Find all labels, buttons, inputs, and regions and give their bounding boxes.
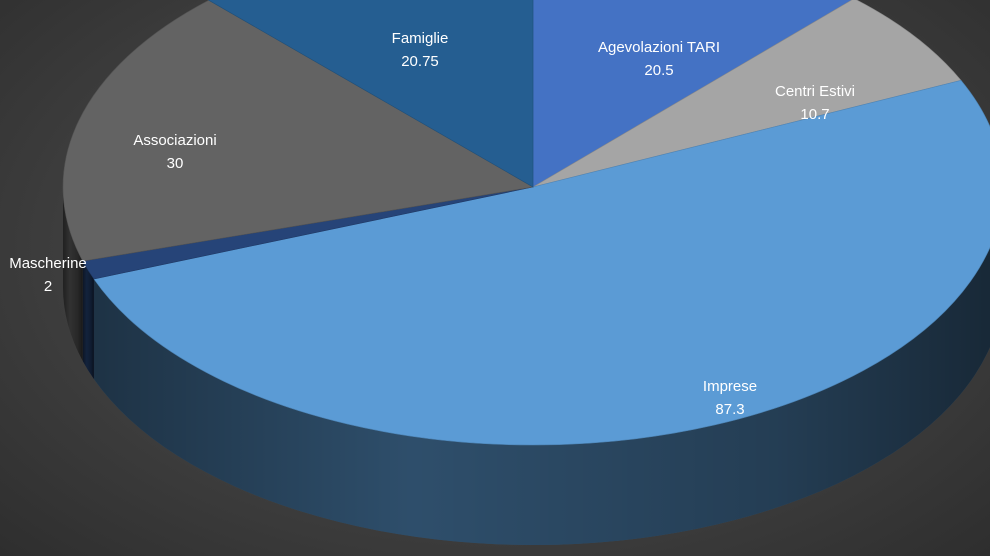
data-label-value-famiglie: 20.75 (401, 53, 439, 70)
data-label-name-imprese: Imprese (703, 378, 757, 395)
data-label-value-associazioni: 30 (167, 155, 184, 172)
data-label-name-associazioni: Associazioni (133, 132, 216, 149)
data-label-value-mascherine: 2 (44, 278, 52, 295)
pie-side-shade (82, 261, 94, 379)
data-label-name-centri-estivi: Centri Estivi (775, 83, 855, 100)
data-label-name-mascherine: Mascherine (9, 255, 87, 272)
pie-side-shade (63, 187, 83, 362)
data-label-name-agevolazioni-tari: Agevolazioni TARI (598, 39, 720, 56)
pie-labels: Agevolazioni TARI 20.5 Centri Estivi 10.7 Im… (9, 30, 855, 418)
pie-slice-centri-estivi (532, 0, 962, 188)
pie-sides (63, 187, 990, 545)
data-label-value-agevolazioni-tari: 20.5 (644, 62, 673, 79)
pie-slice-associazioni (62, 0, 534, 262)
pie-side-shade (93, 247, 990, 545)
pie-slice-imprese (93, 80, 990, 446)
data-label-value-imprese: 87.3 (715, 401, 744, 418)
pie-tops (62, 0, 990, 446)
data-label-name-famiglie: Famiglie (392, 30, 449, 47)
pie-slice-famiglie (208, 0, 534, 188)
data-label-value-centri-estivi: 10.7 (800, 106, 829, 123)
